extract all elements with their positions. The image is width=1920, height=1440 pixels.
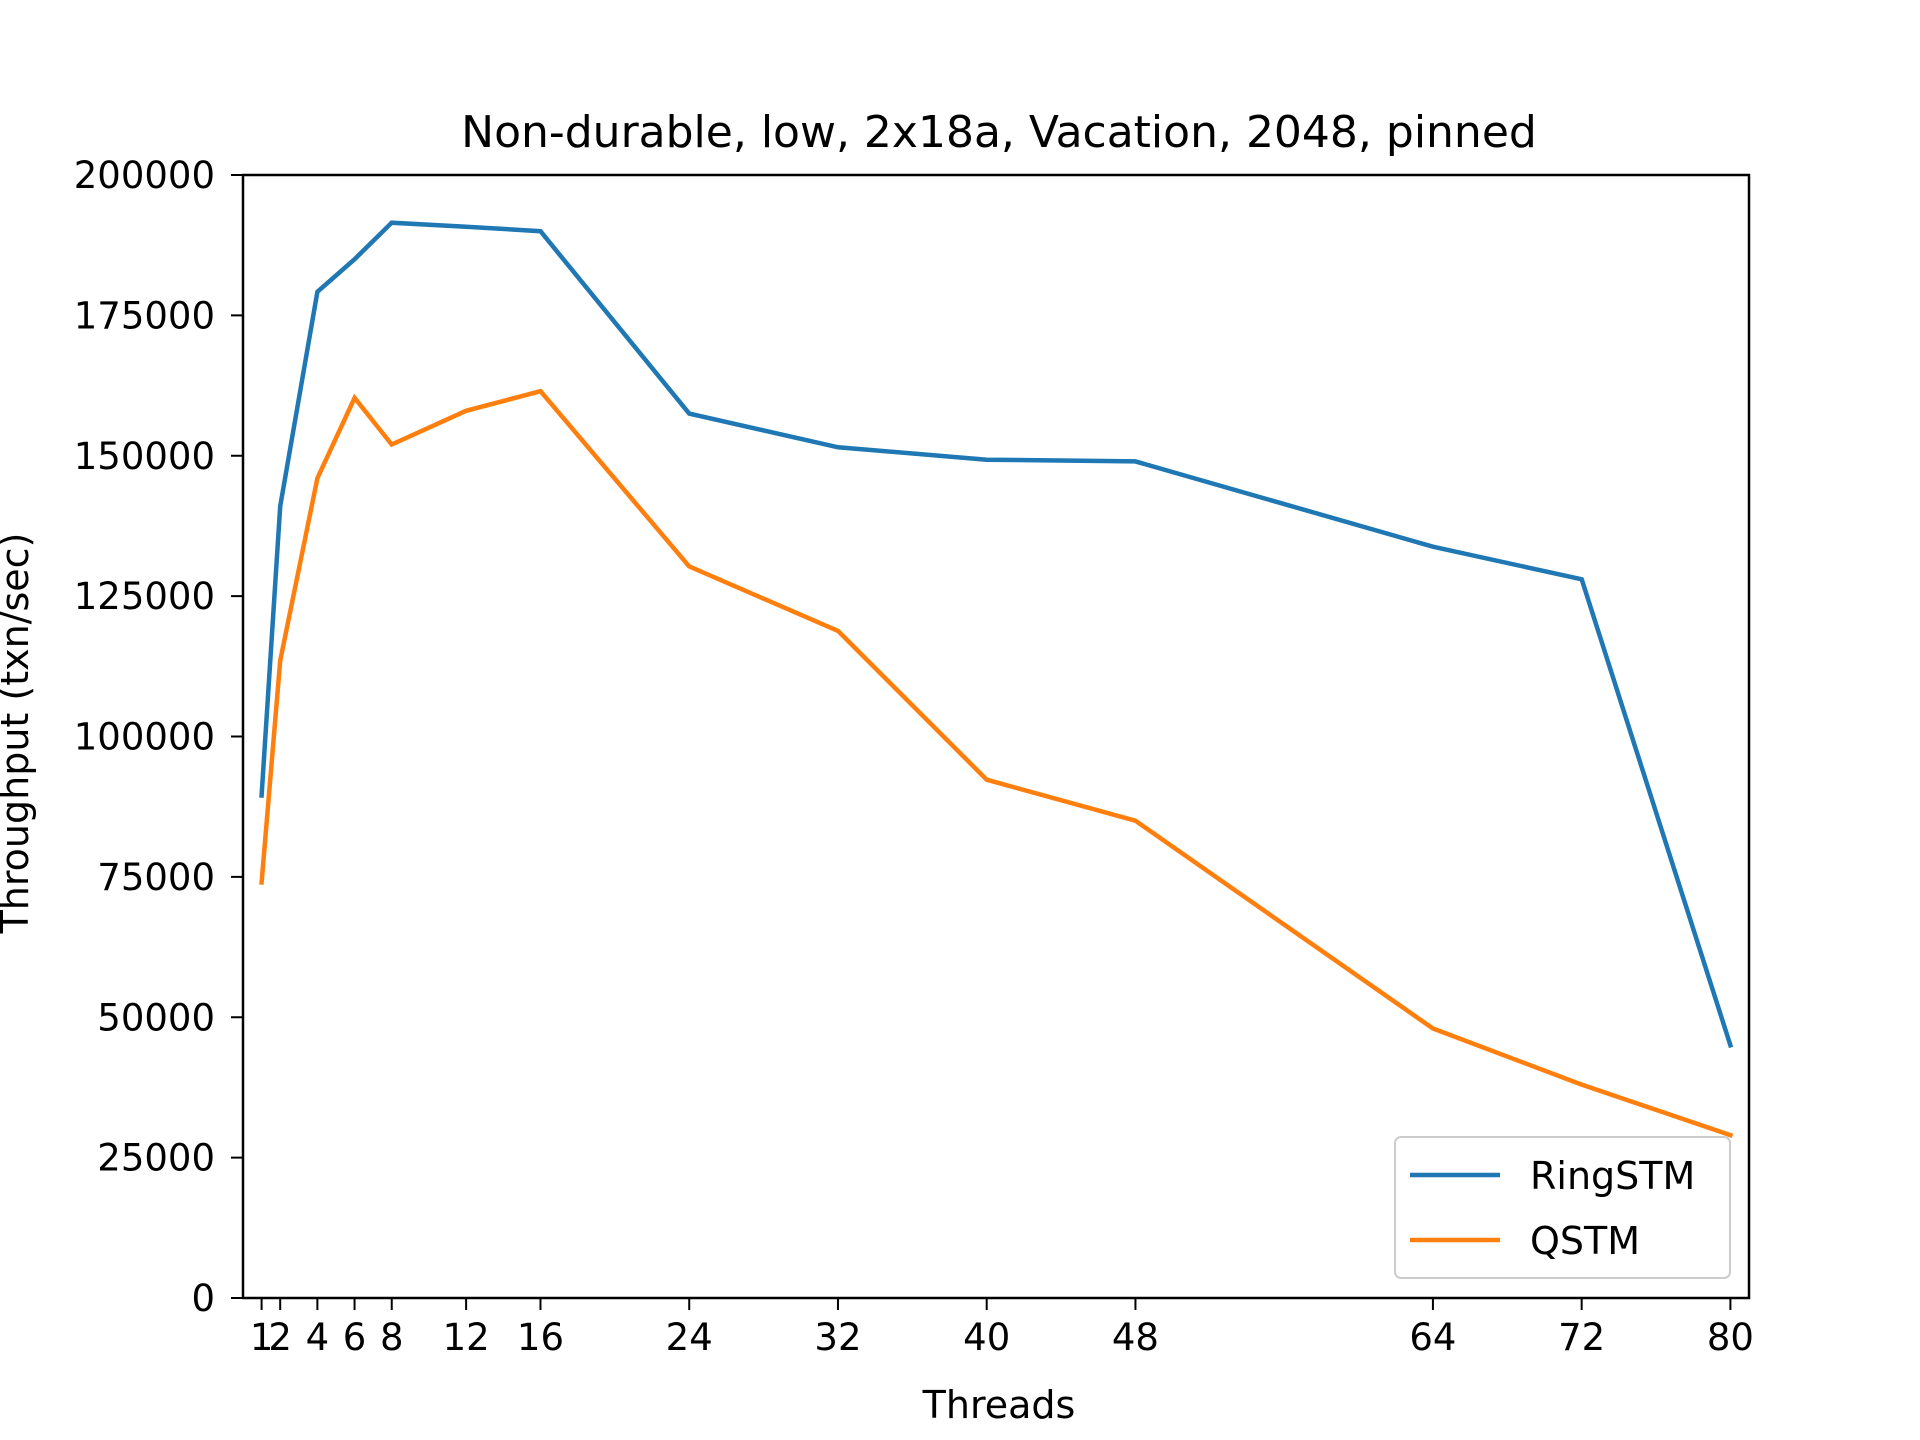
chart-title: Non-durable, low, 2x18a, Vacation, 2048,… xyxy=(461,107,1537,158)
y-tick-label: 50000 xyxy=(97,996,215,1039)
x-tick-label: 48 xyxy=(1112,1316,1159,1359)
y-tick-label: 0 xyxy=(191,1277,215,1320)
legend-entry-label: QSTM xyxy=(1530,1219,1640,1263)
y-axis-label: Throughput (txn/sec) xyxy=(0,533,37,935)
plot-area: 12 4 6 8 12 16 24 32 40 48 64 72 8002500050000750001… xyxy=(74,154,1754,1359)
legend-box xyxy=(1394,1136,1731,1279)
legend: RingSTM QSTM xyxy=(1394,1136,1731,1279)
x-tick-label: 16 xyxy=(517,1316,564,1359)
x-tick-label: 64 xyxy=(1409,1316,1456,1359)
x-axis-label: Threads xyxy=(922,1383,1076,1427)
y-tick-label: 25000 xyxy=(97,1137,215,1180)
x-tick-label: 12 xyxy=(443,1316,490,1359)
y-tick-label: 100000 xyxy=(74,716,215,759)
x-tick-label: 24 xyxy=(666,1316,713,1359)
y-tick-label: 75000 xyxy=(97,856,215,899)
series-line-ringstm xyxy=(259,220,1734,1049)
x-tick-label: 80 xyxy=(1707,1316,1754,1359)
x-tick-label: 72 xyxy=(1558,1316,1605,1359)
y-tick-label: 150000 xyxy=(74,435,215,478)
y-tick-label: 125000 xyxy=(74,575,215,618)
legend-entry-label: RingSTM xyxy=(1530,1154,1695,1198)
x-tick-label: 8 xyxy=(380,1316,404,1359)
x-tick-label: 6 xyxy=(343,1316,367,1359)
x-tick-label: 4 xyxy=(306,1316,330,1359)
x-tick-label: 32 xyxy=(814,1316,861,1359)
x-tick-label: 1 xyxy=(250,1316,274,1359)
x-tick-label: 2 xyxy=(268,1316,292,1359)
y-tick-label: 200000 xyxy=(74,154,215,197)
x-tick-label: 40 xyxy=(963,1316,1010,1359)
y-tick-label: 175000 xyxy=(74,294,215,337)
series-line-qstm xyxy=(259,388,1734,1139)
